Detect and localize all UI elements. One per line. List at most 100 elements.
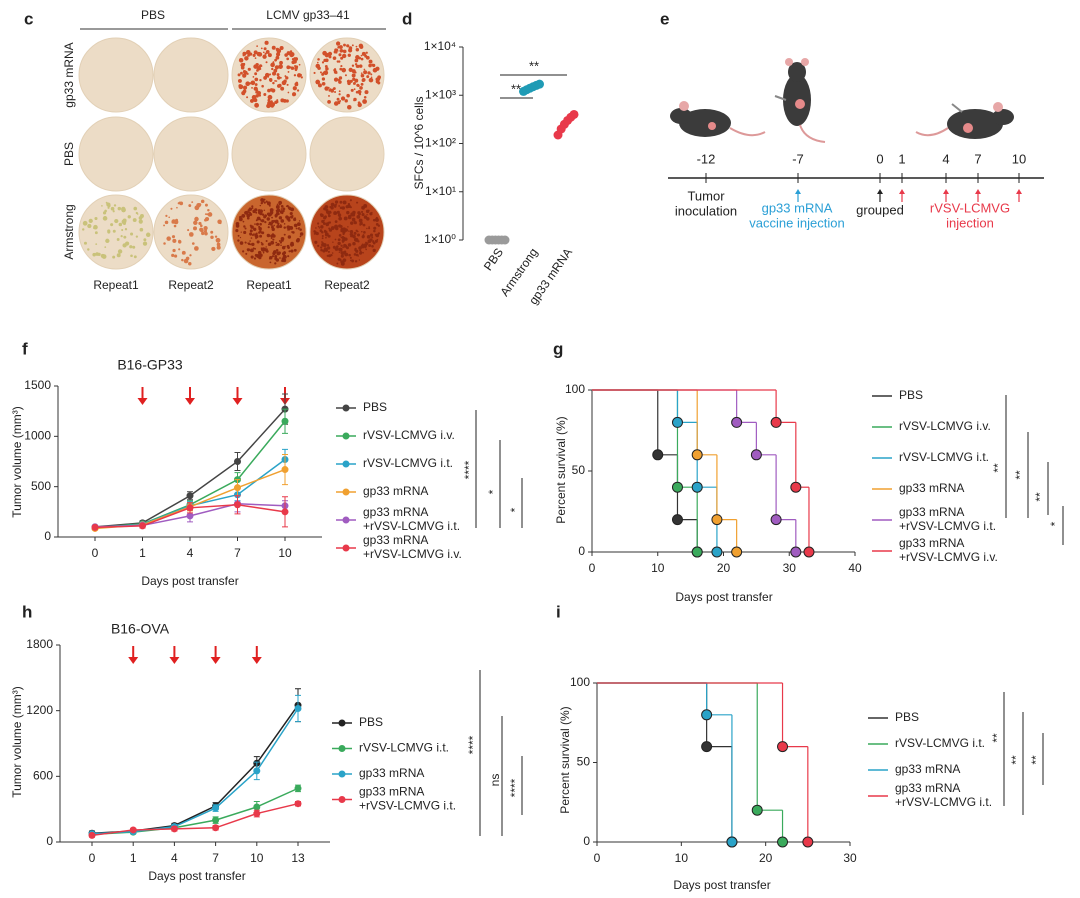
plate-spot (293, 223, 298, 228)
point (294, 704, 302, 712)
plate-spot (104, 209, 107, 213)
plate-spot (246, 96, 249, 99)
plate-spot (363, 68, 366, 71)
plate-spot (315, 231, 319, 236)
legend-label: gp33 mRNA (895, 762, 960, 776)
plate-spot (246, 215, 249, 217)
plate-spot (270, 240, 275, 245)
plate-spot (273, 68, 278, 73)
plate-spot (256, 51, 262, 57)
point (281, 417, 289, 425)
mouse-icon (670, 101, 766, 137)
plate-spot (285, 205, 288, 208)
significance-label: ns (488, 774, 502, 787)
column-label: Repeat1 (93, 278, 139, 292)
plate-spot (314, 240, 318, 244)
event-marker (701, 709, 713, 721)
plate-spot (176, 206, 178, 209)
plate-spot (366, 235, 371, 239)
plate-spot (339, 224, 343, 228)
plate-spot (343, 43, 346, 47)
plate-spot (178, 239, 181, 243)
plate-spot (286, 83, 289, 86)
plate (78, 37, 154, 113)
plate-spot (235, 224, 240, 228)
plate-spot (279, 60, 283, 65)
plate-spot (339, 100, 342, 102)
point (294, 800, 302, 808)
plate-spot (318, 227, 321, 229)
point (139, 522, 146, 530)
plate-spot (251, 242, 254, 246)
plate-spot (287, 70, 290, 73)
plate-spot (317, 83, 322, 88)
plate-spot (376, 238, 379, 241)
plate-spot (368, 244, 372, 247)
plate-spot (110, 206, 115, 211)
plate-spot (361, 230, 363, 233)
plate-spot (286, 218, 289, 221)
plate-spot (271, 224, 273, 227)
plate-spot (207, 209, 210, 212)
text-line: vaccine injection (749, 216, 844, 231)
plate-spot (121, 219, 127, 225)
plate-spot (168, 216, 171, 219)
plate-spot (274, 79, 277, 82)
plate-spot (347, 104, 352, 110)
plate-spot (359, 221, 363, 226)
event-marker (671, 514, 683, 526)
plate-spot (271, 255, 275, 258)
plate-spot (117, 206, 122, 211)
plate-spot (256, 69, 259, 72)
x-axis-label: Days post transfer (675, 590, 772, 604)
legend-label: PBS (359, 715, 383, 729)
plate-spot (330, 226, 335, 230)
plate-spot (351, 259, 354, 262)
plate-spot (244, 241, 247, 244)
plate-spot (266, 217, 270, 221)
plate-spot (269, 256, 273, 260)
plate-spot (250, 255, 254, 259)
plate-spot (294, 217, 296, 220)
plate-spot (313, 230, 316, 233)
plate-spot (249, 232, 253, 236)
plate-spot (321, 237, 324, 240)
plate-spot (258, 231, 261, 234)
event-marker (691, 449, 703, 461)
x-tick-label: 10 (278, 546, 292, 560)
plate-spot (198, 203, 202, 207)
plate-spot (286, 51, 291, 56)
plate-spot (183, 258, 189, 264)
plate-spot (321, 61, 325, 64)
plate-spot (377, 224, 381, 227)
plate-spot (277, 251, 281, 255)
plate-spot (358, 218, 363, 223)
plate-spot (253, 257, 257, 260)
text-line: gp33 mRNA (899, 505, 964, 519)
legend-label: rVSV-LCMVG i.t. (363, 456, 453, 470)
plate-spot (237, 78, 242, 83)
plate-spot (373, 226, 377, 230)
plate-spot (337, 213, 342, 217)
plate-spot (331, 207, 333, 209)
plate-spot (204, 231, 208, 236)
plate-spot (248, 82, 252, 85)
plate-spot (267, 76, 269, 78)
plate-spot (281, 80, 287, 86)
plate-spot (338, 90, 341, 93)
event-label: rVSV-LCMVG injection (930, 201, 1010, 231)
y-axis-label: Tumor volume (mm³) (10, 406, 24, 518)
plate-spot (287, 91, 290, 94)
plate-spot (178, 201, 181, 204)
plate-spot (342, 232, 345, 236)
plate-spot (360, 72, 363, 75)
plate-spot (353, 99, 356, 102)
plate-spot (252, 53, 256, 57)
plate-spot (296, 89, 300, 92)
text-line: gp33 mRNA (899, 536, 964, 550)
plate-spot (341, 252, 344, 256)
plate-spot (334, 224, 338, 229)
plate-spot (254, 102, 260, 108)
plate-spot (372, 248, 376, 253)
